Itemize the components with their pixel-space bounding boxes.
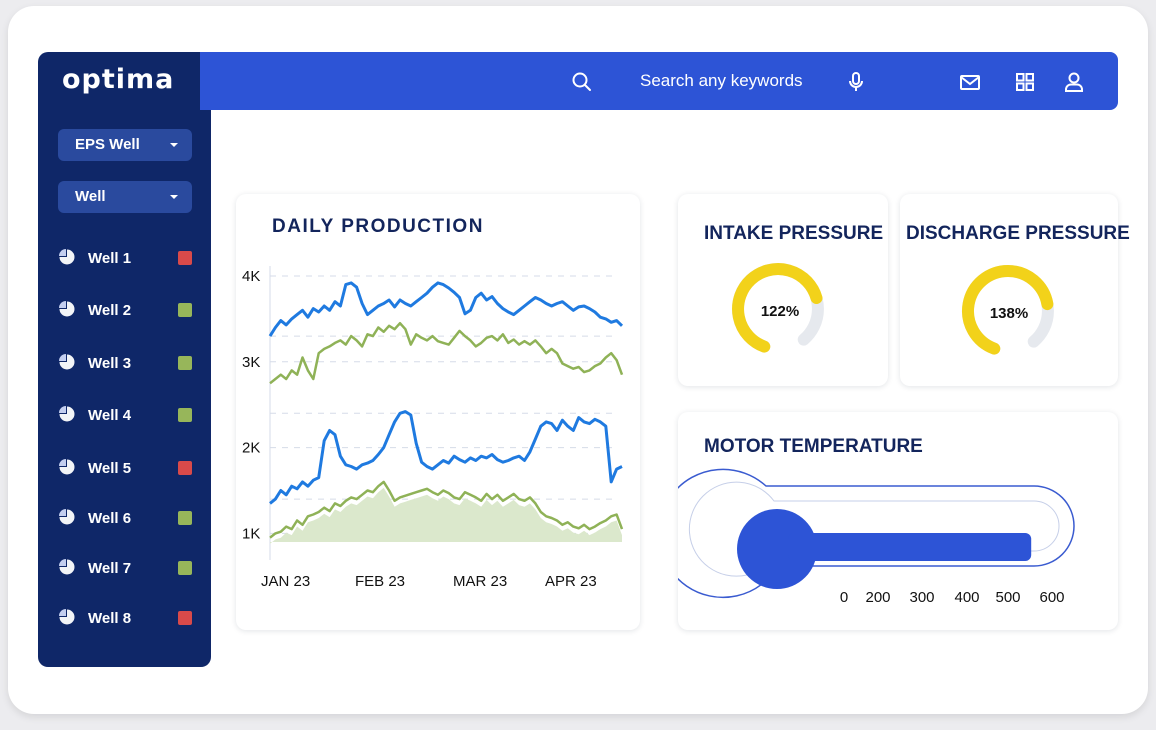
series-line-2	[269, 321, 624, 385]
temperature-scale-label: 200	[865, 589, 890, 606]
discharge-gauge-fill	[962, 265, 1054, 355]
pie-chart-icon	[59, 354, 75, 370]
series-line-4	[269, 480, 624, 539]
y-tick-label: 4K	[242, 268, 260, 285]
thermometer-inner-outline	[688, 481, 1060, 577]
motor-temperature-title: MOTOR TEMPERATURE	[704, 436, 923, 457]
motor-temperature-thermometer: 0 200 300 400 500 600	[678, 468, 1075, 606]
daily-production-chart: 4K 3K 2K 1K JAN 23 FEB 23 MAR 23 APR 23	[242, 266, 624, 590]
x-tick-label: JAN 23	[261, 573, 310, 590]
well-status-indicator	[178, 251, 192, 265]
motor-temperature-card: MOTOR TEMPERATURE 0 200 300 400 500 600	[678, 412, 1118, 630]
sidebar-item-well-8[interactable]: Well 8	[56, 605, 196, 631]
x-tick-label: APR 23	[545, 573, 597, 590]
pie-chart-icon	[59, 406, 75, 422]
x-tick-label: FEB 23	[355, 573, 405, 590]
microphone-icon[interactable]	[844, 70, 868, 94]
mail-icon[interactable]	[958, 70, 982, 94]
series-line-1	[268, 281, 624, 337]
pie-chart-icon	[59, 609, 75, 625]
sidebar-item-label: Well 4	[88, 407, 132, 424]
y-tick-label: 2K	[242, 440, 260, 457]
search-icon[interactable]	[570, 70, 594, 94]
y-tick-label: 3K	[242, 354, 260, 371]
daily-production-card: DAILY PRODUCTION 4K 3K 2K 1K JAN 23 FEB 23 MAR…	[236, 194, 640, 630]
temperature-scale-label: 300	[909, 589, 934, 606]
chevron-down-icon	[170, 195, 178, 199]
intake-pressure-value: 122%	[761, 303, 799, 320]
sidebar-item-label: Well 2	[88, 302, 132, 319]
sidebar-item-label: Well 1	[88, 250, 132, 267]
sidebar-item-well-3[interactable]: Well 3	[56, 350, 196, 376]
x-tick-label: MAR 23	[453, 573, 507, 590]
sidebar-item-well-5[interactable]: Well 5	[56, 455, 196, 481]
discharge-pressure-title: DISCHARGE PRESSURE	[906, 223, 1130, 244]
temperature-scale-label: 600	[1039, 589, 1064, 606]
top-bar	[200, 52, 1118, 110]
sidebar-item-well-6[interactable]: Well 6	[56, 505, 196, 531]
well-status-indicator	[178, 611, 192, 625]
sidebar-item-well-7[interactable]: Well 7	[56, 555, 196, 581]
well-status-indicator	[178, 408, 192, 422]
well-dropdown-label: Well	[75, 188, 106, 205]
intake-pressure-title: INTAKE PRESSURE	[704, 223, 884, 244]
sidebar-item-label: Well 7	[88, 560, 132, 577]
temperature-scale-label: 0	[840, 589, 848, 606]
grid-icon[interactable]	[1013, 70, 1037, 94]
series-area-fill	[270, 487, 622, 544]
pie-chart-icon	[59, 459, 75, 475]
well-status-indicator	[178, 303, 192, 317]
sidebar-item-label: Well 8	[88, 610, 132, 627]
search-input[interactable]	[640, 70, 840, 92]
well-dropdown[interactable]: Well	[58, 181, 192, 213]
discharge-pressure-value: 138%	[990, 305, 1028, 322]
pie-chart-icon	[59, 559, 75, 575]
temperature-scale-label: 400	[954, 589, 979, 606]
sidebar-item-well-4[interactable]: Well 4	[56, 402, 196, 428]
sidebar-item-label: Well 6	[88, 510, 132, 527]
app-logo[interactable]: optima	[62, 64, 175, 95]
sidebar-item-label: Well 3	[88, 355, 132, 372]
thermometer-bulb	[737, 509, 817, 589]
well-status-indicator	[178, 356, 192, 370]
intake-gauge-fill	[732, 263, 823, 353]
sidebar-item-well-2[interactable]: Well 2	[56, 297, 196, 323]
chevron-down-icon	[170, 143, 178, 147]
intake-pressure-gauge: 122%	[731, 263, 824, 353]
user-icon[interactable]	[1062, 70, 1086, 94]
thermometer-level-bar	[788, 533, 1032, 561]
intake-pressure-card: INTAKE PRESSURE 122%	[678, 194, 888, 386]
eps-well-dropdown[interactable]: EPS Well	[58, 129, 192, 161]
sidebar-item-well-1[interactable]: Well 1	[56, 245, 196, 271]
well-status-indicator	[178, 511, 192, 525]
discharge-pressure-card: DISCHARGE PRESSURE 138%	[900, 194, 1130, 386]
sidebar-item-label: Well 5	[88, 460, 132, 477]
temperature-scale-label: 500	[995, 589, 1020, 606]
well-status-indicator	[178, 461, 192, 475]
daily-production-title: DAILY PRODUCTION	[272, 216, 484, 237]
y-tick-label: 1K	[242, 525, 260, 542]
eps-well-dropdown-label: EPS Well	[75, 136, 140, 153]
series-line-3	[269, 410, 623, 505]
pie-chart-icon	[59, 301, 75, 317]
well-status-indicator	[178, 561, 192, 575]
pie-chart-icon	[59, 509, 75, 525]
pie-chart-icon	[59, 249, 75, 265]
discharge-pressure-gauge: 138%	[961, 265, 1054, 355]
